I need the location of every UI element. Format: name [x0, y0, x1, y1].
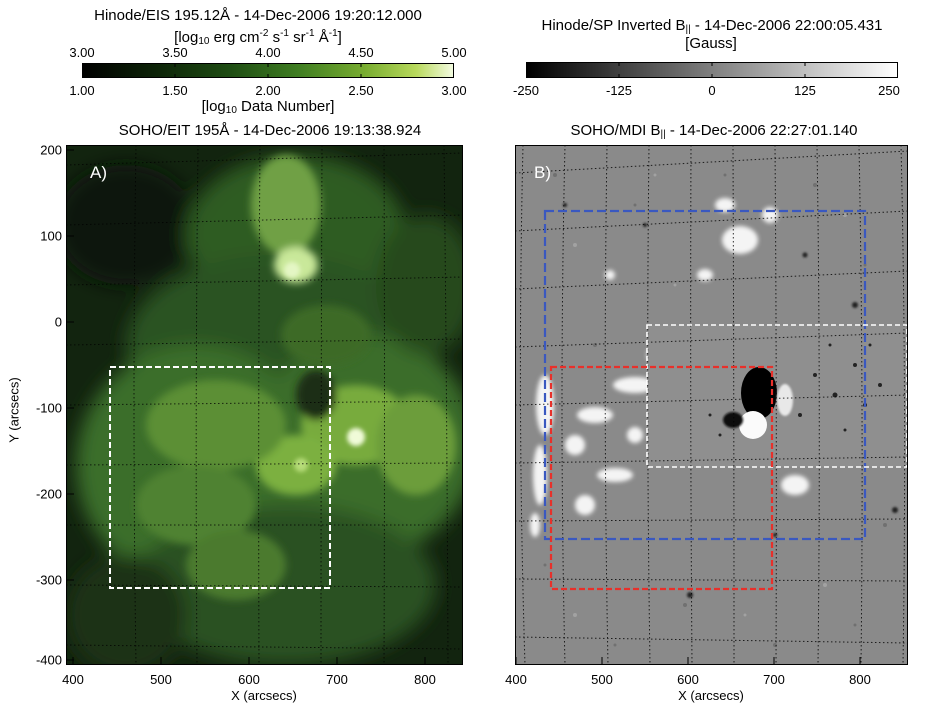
- x-tick-right: 400: [505, 672, 527, 687]
- mdi-title-a: SOHO/MDI B: [570, 122, 661, 139]
- eis-cbar-bottom-tick: 1.00: [69, 83, 95, 98]
- eis-cbar-top-tick: 4.50: [348, 45, 374, 60]
- eis-cbar-bottom-tick: 2.00: [255, 83, 281, 98]
- eis-cbar-label-c: Data Number]: [236, 98, 335, 115]
- eis-units-d: -2: [259, 28, 269, 39]
- x-tick-left: 500: [150, 672, 172, 687]
- sp-cbar-tick: 0: [708, 83, 716, 98]
- eis-cbar-top-tick: 4.00: [255, 45, 281, 60]
- x-tick-left: 700: [326, 672, 348, 687]
- eis-cbar-label-a: [log: [201, 98, 226, 115]
- mdi-image-panel: [515, 145, 908, 665]
- sp-title: Hinode/SP Inverted B|| - 14-Dec-2006 22:…: [542, 18, 883, 37]
- eis-units-e: s: [268, 29, 281, 46]
- x-tick-right: 800: [849, 672, 871, 687]
- y-tick: -200: [35, 486, 62, 502]
- y-tick: -400: [35, 652, 62, 668]
- y-tick: 0: [54, 314, 62, 330]
- eis-cbar-bottom-tick: 2.50: [348, 83, 374, 98]
- x-tick-left: 600: [238, 672, 260, 687]
- eis-units-k: ]: [337, 29, 342, 46]
- x-tick-left: 400: [62, 672, 84, 687]
- y-tick: 100: [40, 228, 62, 244]
- mdi-blue-box: [543, 209, 867, 541]
- sp-cbar-tick: 250: [878, 83, 900, 98]
- eis-units: [log10 erg cm-2 s-1 sr-1 Å-1]: [174, 26, 342, 49]
- mdi-panel-title: SOHO/MDI B|| - 14-Dec-2006 22:27:01.140: [570, 123, 857, 142]
- eis-units-h: -1: [305, 28, 315, 39]
- eis-colorbar-ticks: [174, 63, 362, 78]
- sp-title-a: Hinode/SP Inverted B: [541, 17, 686, 34]
- eit-image-panel: [66, 145, 463, 665]
- eis-title: Hinode/EIS 195.12Å - 14-Dec-2006 19:20:1…: [94, 7, 422, 24]
- sp-cbar-tick: 125: [794, 83, 816, 98]
- x-tick-left: 800: [414, 672, 436, 687]
- eis-cbar-bottom-tick: 3.00: [441, 83, 467, 98]
- x-tick-right: 700: [763, 672, 785, 687]
- eis-cbar-label: [log10 Data Number]: [202, 99, 335, 118]
- mdi-title-c: - 14-Dec-2006 22:27:01.140: [665, 122, 858, 139]
- x-tick-right: 500: [591, 672, 613, 687]
- eis-cbar-top-tick: 3.00: [69, 45, 95, 60]
- x-axis-label-right: X (arcsecs): [678, 688, 744, 703]
- y-tick: 200: [40, 142, 62, 158]
- y-tick: -300: [35, 572, 62, 588]
- sp-title-c: - 14-Dec-2006 22:00:05.431: [690, 17, 883, 34]
- eis-red-box: [549, 365, 774, 591]
- eis-fov-box: [109, 366, 331, 589]
- sp-title-b: ||: [685, 24, 691, 35]
- sp-units: [Gauss]: [685, 35, 737, 52]
- eis-units-g: sr: [288, 29, 306, 46]
- eis-cbar-top-tick: 3.50: [162, 45, 188, 60]
- x-axis-label-left: X (arcsecs): [231, 688, 297, 703]
- sp-cbar-tick: -125: [605, 83, 633, 98]
- eis-cbar-label-b: 10: [225, 105, 237, 116]
- eis-cbar-top-tick: 5.00: [441, 45, 467, 60]
- y-tick: -100: [35, 400, 62, 416]
- eis-units-i: Å: [314, 29, 329, 46]
- eis-units-f: -1: [280, 28, 289, 39]
- sp-colorbar-ticks: [618, 62, 806, 78]
- eis-cbar-bottom-tick: 1.50: [162, 83, 188, 98]
- panel-letter-a: A): [90, 163, 107, 182]
- eis-units-c: erg cm: [209, 29, 260, 46]
- sp-cbar-tick: -250: [512, 83, 540, 98]
- panel-letter-b: B): [534, 163, 551, 182]
- eis-units-b: 10: [198, 36, 210, 47]
- x-tick-right: 600: [677, 672, 699, 687]
- y-axis-label: Y (arcsecs): [6, 377, 22, 443]
- eis-units-j: -1: [328, 28, 338, 39]
- eit-panel-title: SOHO/EIT 195Å - 14-Dec-2006 19:13:38.924: [118, 122, 422, 139]
- eis-units-a: [log: [174, 29, 199, 46]
- mdi-title-b: ||: [660, 129, 666, 140]
